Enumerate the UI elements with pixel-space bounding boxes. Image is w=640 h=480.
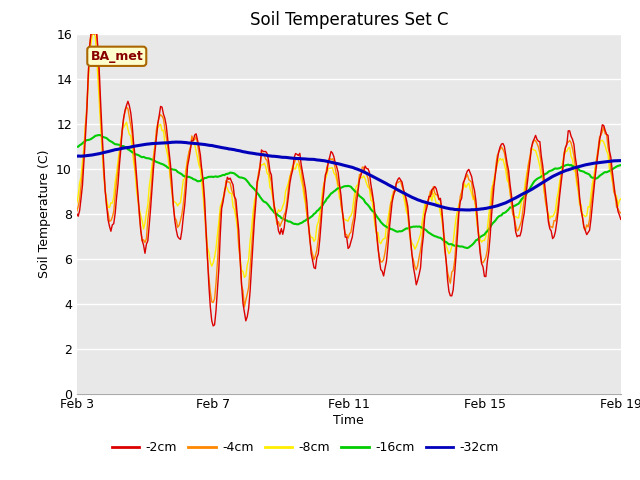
Title: Soil Temperatures Set C: Soil Temperatures Set C <box>250 11 448 29</box>
X-axis label: Time: Time <box>333 414 364 427</box>
Y-axis label: Soil Temperature (C): Soil Temperature (C) <box>38 149 51 278</box>
Legend: -2cm, -4cm, -8cm, -16cm, -32cm: -2cm, -4cm, -8cm, -16cm, -32cm <box>107 436 504 459</box>
Text: BA_met: BA_met <box>90 50 143 63</box>
